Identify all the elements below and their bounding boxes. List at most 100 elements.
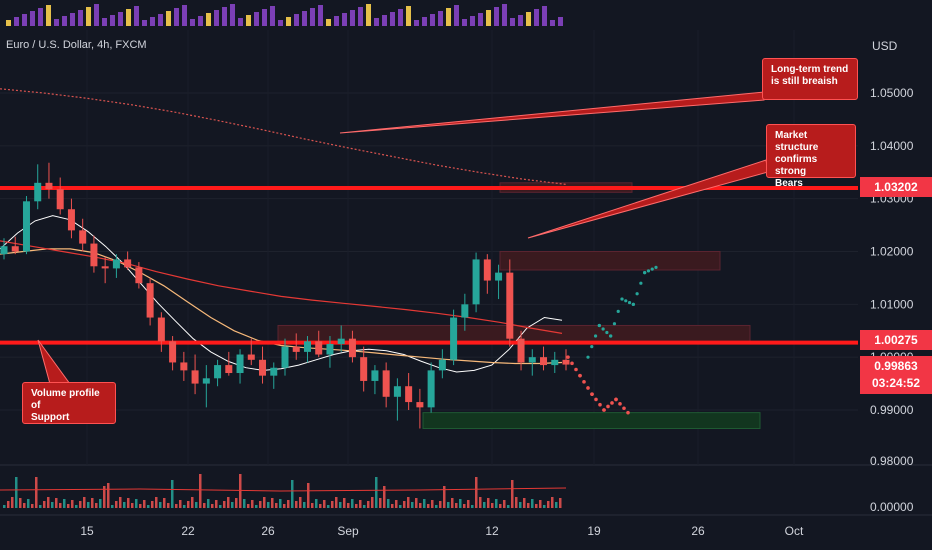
volume-bar — [331, 501, 334, 508]
volume-bar — [99, 499, 102, 508]
x-tick-label: 15 — [80, 524, 94, 538]
strip-bar — [438, 11, 443, 26]
volume-bar — [419, 503, 422, 508]
strip-bar — [214, 10, 219, 26]
candle-body — [292, 346, 300, 352]
volume-bar — [471, 505, 474, 508]
volume-bar — [11, 497, 14, 508]
symbol-legend: Euro / U.S. Dollar, 4h, FXCM — [6, 39, 147, 51]
volume-bar — [383, 486, 386, 508]
volume-bar — [91, 498, 94, 508]
price-axis[interactable]: 1.050001.040001.030001.020001.010001.000… — [870, 86, 914, 514]
strip-bar — [510, 18, 515, 26]
candle-body — [528, 357, 536, 363]
strip-bar — [310, 8, 315, 26]
horizontal-levels — [0, 185, 858, 345]
projection-up-dot — [639, 281, 643, 285]
candle-body — [315, 341, 323, 355]
volume-bar — [207, 499, 210, 508]
strip-bar — [118, 12, 123, 26]
volume-bar — [507, 505, 510, 508]
callout-market-structure[interactable]: Market structure confirms strong Bears — [766, 124, 856, 189]
strip-bar — [342, 13, 347, 26]
projection-up-dot — [654, 265, 658, 269]
strip-bar — [542, 6, 547, 26]
callout-long-term[interactable]: Long-term trend is still breaish — [762, 58, 858, 100]
volume-bar — [359, 500, 362, 508]
x-tick-label: 19 — [587, 524, 601, 538]
volume-bar — [555, 502, 558, 508]
strip-bar — [326, 19, 331, 26]
strip-bar — [422, 17, 427, 26]
volume-bar — [75, 505, 78, 508]
volume-bar — [335, 497, 338, 508]
volume-bar — [55, 498, 58, 508]
candle-body — [22, 201, 30, 252]
resistance-price-tag: 1.03202 — [860, 177, 932, 197]
volume-bar — [395, 500, 398, 508]
strip-bar — [86, 7, 91, 26]
volume-bar — [559, 498, 562, 508]
strip-bar — [158, 14, 163, 26]
strip-bar — [454, 5, 459, 26]
candle-body — [326, 343, 334, 355]
volume-bar — [343, 498, 346, 508]
candles — [0, 162, 570, 429]
projection-up-dot — [609, 334, 613, 338]
volume-bar — [363, 505, 366, 508]
candle-body — [517, 338, 525, 363]
projection-down-dot — [606, 404, 610, 409]
candle-body — [146, 283, 154, 318]
volume-bar — [251, 500, 254, 508]
projection-down-dot — [586, 386, 590, 390]
x-tick-label: 26 — [691, 524, 705, 538]
strip-bar — [462, 19, 467, 26]
strip-bar — [102, 18, 107, 26]
strip-bar — [46, 5, 51, 26]
volume-bar — [531, 499, 534, 508]
strip-bar — [366, 4, 371, 26]
volume-bar — [59, 503, 62, 508]
volume-bar — [23, 503, 26, 508]
volume-bar — [219, 505, 222, 508]
volume-bar — [147, 505, 150, 508]
candle-body — [303, 341, 311, 352]
volume-bar — [411, 502, 414, 508]
projection-up-dot — [620, 297, 624, 301]
strip-bar — [318, 5, 323, 26]
strip-bar — [262, 9, 267, 26]
volume-bar — [431, 500, 434, 508]
strip-bar — [38, 8, 43, 26]
volume-bar — [231, 502, 234, 508]
y-tick-label: 1.02000 — [870, 245, 914, 259]
volume-bar — [327, 505, 330, 508]
candle-body — [112, 259, 120, 269]
y-tick-label: 1.01000 — [870, 297, 914, 311]
projection-down-dot — [574, 367, 578, 372]
strip-bar — [478, 13, 483, 26]
volume-bar — [275, 503, 278, 508]
candle-body — [259, 359, 267, 376]
volume-bar — [435, 505, 438, 508]
volume-bar — [151, 501, 154, 508]
callout-volume-profile[interactable]: Volume profile of Support — [22, 382, 116, 424]
projection-up-dot — [590, 345, 594, 349]
candle-body — [348, 338, 356, 358]
volume-bar — [95, 503, 98, 508]
strip-bar — [534, 9, 539, 26]
time-axis[interactable]: 15 22 26 Sep 12 19 26 Oct — [80, 524, 804, 538]
volume-bar — [463, 504, 466, 508]
volume-bar — [339, 502, 342, 508]
volume-bar — [39, 505, 42, 508]
volume-bar — [551, 497, 554, 508]
strip-bar — [166, 11, 171, 26]
candle-body — [0, 246, 8, 255]
strip-bar — [78, 10, 83, 26]
currency-label: USD — [872, 39, 898, 53]
volume-bar — [43, 501, 46, 508]
volume-bar — [187, 501, 190, 508]
projection-up-dot — [612, 322, 617, 326]
volume-bar — [475, 477, 478, 508]
volume-bar — [7, 501, 10, 508]
candle-body — [427, 370, 435, 408]
